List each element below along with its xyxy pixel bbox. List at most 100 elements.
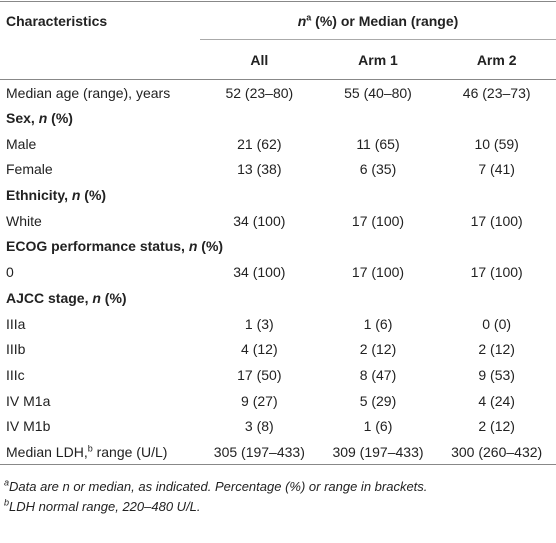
text-part: AJCC stage, <box>6 289 93 306</box>
header-span: na (%) or Median (range) <box>200 1 556 40</box>
cell: 2 (12) <box>478 418 515 435</box>
superscript: a <box>4 477 10 488</box>
cell: 17 (100) <box>470 212 523 229</box>
cell: 17 (100) <box>351 212 405 229</box>
table-row: IIIc 17 (50) 8 (47) 9 (53) <box>0 362 556 388</box>
cell: 17 (100) <box>470 264 523 281</box>
cell: 10 (59) <box>474 135 519 152</box>
row-label: IIIa <box>0 311 200 337</box>
text-part: IV M1b <box>6 418 51 435</box>
row-label: 0 <box>0 259 200 285</box>
row-label: IV M1b <box>0 413 200 439</box>
cell: 1 (6) <box>363 315 393 332</box>
table-row: White 34 (100) 17 (100) 17 (100) <box>0 208 556 234</box>
cell: 4 (24) <box>478 392 515 409</box>
cell: 34 (100) <box>233 212 286 229</box>
text-part: (%) <box>197 238 224 255</box>
row-label: White <box>0 208 200 234</box>
row-label: Median LDH,b range (U/L) <box>0 439 200 465</box>
table-row: Male 21 (62) 11 (65) 10 (59) <box>0 131 556 157</box>
cell: 17 (50) <box>237 366 282 383</box>
cell: 11 (65) <box>356 135 400 152</box>
table-row: ECOG performance status, n (%) <box>0 234 556 260</box>
row-label: Median age (range), years <box>0 80 200 106</box>
superscript: b <box>4 497 10 508</box>
table-row: IV M1b 3 (8) 1 (6) 2 (12) <box>0 413 556 439</box>
table-row: Sex, n (%) <box>0 105 556 131</box>
table-row: Ethnicity, n (%) <box>0 182 556 208</box>
text-part: (%) <box>47 110 73 127</box>
table-row: Female 13 (38) 6 (35) 7 (41) <box>0 157 556 183</box>
cell: 46 (23–73) <box>462 84 531 101</box>
row-label: Sex, n (%) <box>0 105 556 131</box>
cell: 3 (8) <box>244 418 274 435</box>
cell: 309 (197–433) <box>332 443 424 460</box>
text-part: IV M1a <box>6 392 51 409</box>
row-label: Female <box>0 157 200 183</box>
row-label: IIIc <box>0 362 200 388</box>
superscript: b <box>87 443 93 454</box>
table-row: Median LDH,b range (U/L) 305 (197–433) 309… <box>0 439 556 465</box>
cell: 300 (260–432) <box>451 443 543 460</box>
cell: 5 (29) <box>359 392 397 409</box>
table-row: Median age (range), years 52 (23–80) 55 (4… <box>0 80 556 106</box>
cell: 9 (27) <box>241 392 278 409</box>
table-row: IIIb 4 (12) 2 (12) 2 (12) <box>0 336 556 362</box>
cell: 2 (12) <box>359 341 397 358</box>
row-label: Male <box>0 131 200 157</box>
table-row: 0 34 (100) 17 (100) 17 (100) <box>0 259 556 285</box>
row-label: AJCC stage, n (%) <box>0 285 556 311</box>
cell: 55 (40–80) <box>344 84 412 101</box>
text-part: (%) or Median (range) <box>311 12 459 29</box>
cell: 13 (38) <box>237 161 282 178</box>
row-label: IV M1a <box>0 388 200 414</box>
text-part: (%) <box>80 187 107 204</box>
table-row: AJCC stage, n (%) <box>0 285 556 311</box>
superscript: a <box>306 11 312 22</box>
footnote: bLDH normal range, 220–480 U/L. <box>4 497 556 517</box>
cell: 8 (47) <box>359 366 397 383</box>
italic-part: n <box>188 238 198 255</box>
row-label: Ethnicity, n (%) <box>0 182 556 208</box>
header-characteristics: Characteristics <box>0 1 200 40</box>
cell: 4 (12) <box>241 341 278 358</box>
cell: 1 (3) <box>244 315 274 332</box>
text-part: White <box>6 212 42 229</box>
cell: 6 (35) <box>359 161 397 178</box>
text-part: (%) <box>100 289 127 306</box>
row-label: ECOG performance status, n (%) <box>0 234 556 260</box>
text-part: Ethnicity, <box>6 187 72 204</box>
column-header: All <box>250 51 269 68</box>
footnote: aData are n or median, as indicated. Per… <box>4 477 556 497</box>
table-row: IV M1a 9 (27) 5 (29) 4 (24) <box>0 388 556 414</box>
text-part: Data are n or median, as indicated. Perc… <box>9 479 428 495</box>
text-part: Male <box>6 135 37 152</box>
text-part: Female <box>6 161 53 178</box>
cell: 52 (23–80) <box>225 84 294 101</box>
cell: 7 (41) <box>478 161 515 178</box>
text-part: range (U/L) <box>92 443 168 460</box>
cell: 1 (6) <box>363 418 393 435</box>
cell: 2 (12) <box>478 341 515 358</box>
italic-part: n <box>38 110 48 127</box>
data-table: Characteristics na (%) or Median (range)… <box>0 1 556 465</box>
cell: 305 (197–433) <box>213 443 305 460</box>
cell: 0 (0) <box>482 315 512 332</box>
text-part: Median LDH, <box>6 443 88 460</box>
text-part: Median age (range), years <box>6 84 171 101</box>
column-header: Arm 1 <box>358 51 398 68</box>
cell: 17 (100) <box>351 264 405 281</box>
text-part: ECOG performance status, <box>6 238 189 255</box>
cell: 9 (53) <box>478 366 515 383</box>
cell: 34 (100) <box>233 264 286 281</box>
text-part: LDH normal range, 220–480 U/L. <box>9 499 201 515</box>
text-part: IIIb <box>6 341 26 358</box>
column-header: Arm 2 <box>476 51 517 68</box>
italic-part: n <box>71 187 81 204</box>
row-label: IIIb <box>0 336 200 362</box>
italic-part: n <box>92 289 101 306</box>
text-part: 0 <box>6 264 14 281</box>
table-row: IIIa 1 (3) 1 (6) 0 (0) <box>0 311 556 337</box>
text-part: IIIc <box>6 366 25 383</box>
